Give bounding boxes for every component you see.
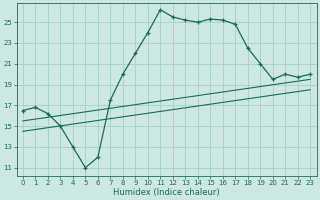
X-axis label: Humidex (Indice chaleur): Humidex (Indice chaleur) bbox=[113, 188, 220, 197]
